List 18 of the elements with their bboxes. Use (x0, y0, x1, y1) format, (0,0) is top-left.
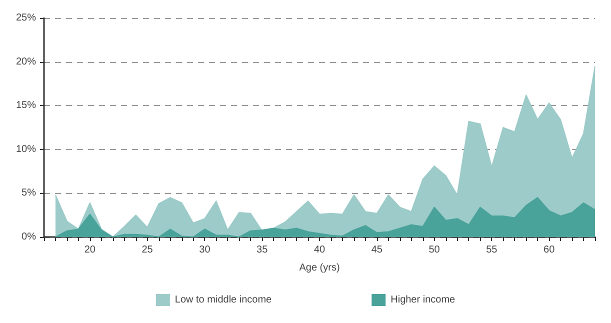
x-tick-label: 30 (199, 244, 211, 256)
x-tick-label: 55 (486, 244, 498, 256)
x-tick-label: 35 (256, 244, 268, 256)
legend-label: Higher income (390, 294, 456, 306)
y-tick-label: 5% (22, 188, 36, 199)
y-tick-label: 10% (16, 144, 36, 155)
x-tick-label: 60 (544, 244, 556, 256)
y-tick-label: 15% (16, 100, 36, 112)
y-tick-label: 25% (16, 12, 36, 24)
x-tick-label: 25 (142, 244, 154, 256)
legend-label: Low to middle income (174, 294, 272, 306)
y-tick-label: 20% (16, 56, 36, 68)
x-tick-label: 45 (371, 244, 383, 256)
y-tick-label: 0% (22, 232, 36, 242)
x-tick-label: 50 (428, 244, 440, 256)
x-tick-label: 20 (84, 244, 96, 256)
x-axis-title: Age (yrs) (299, 262, 340, 274)
x-tick-label: 40 (314, 244, 326, 256)
